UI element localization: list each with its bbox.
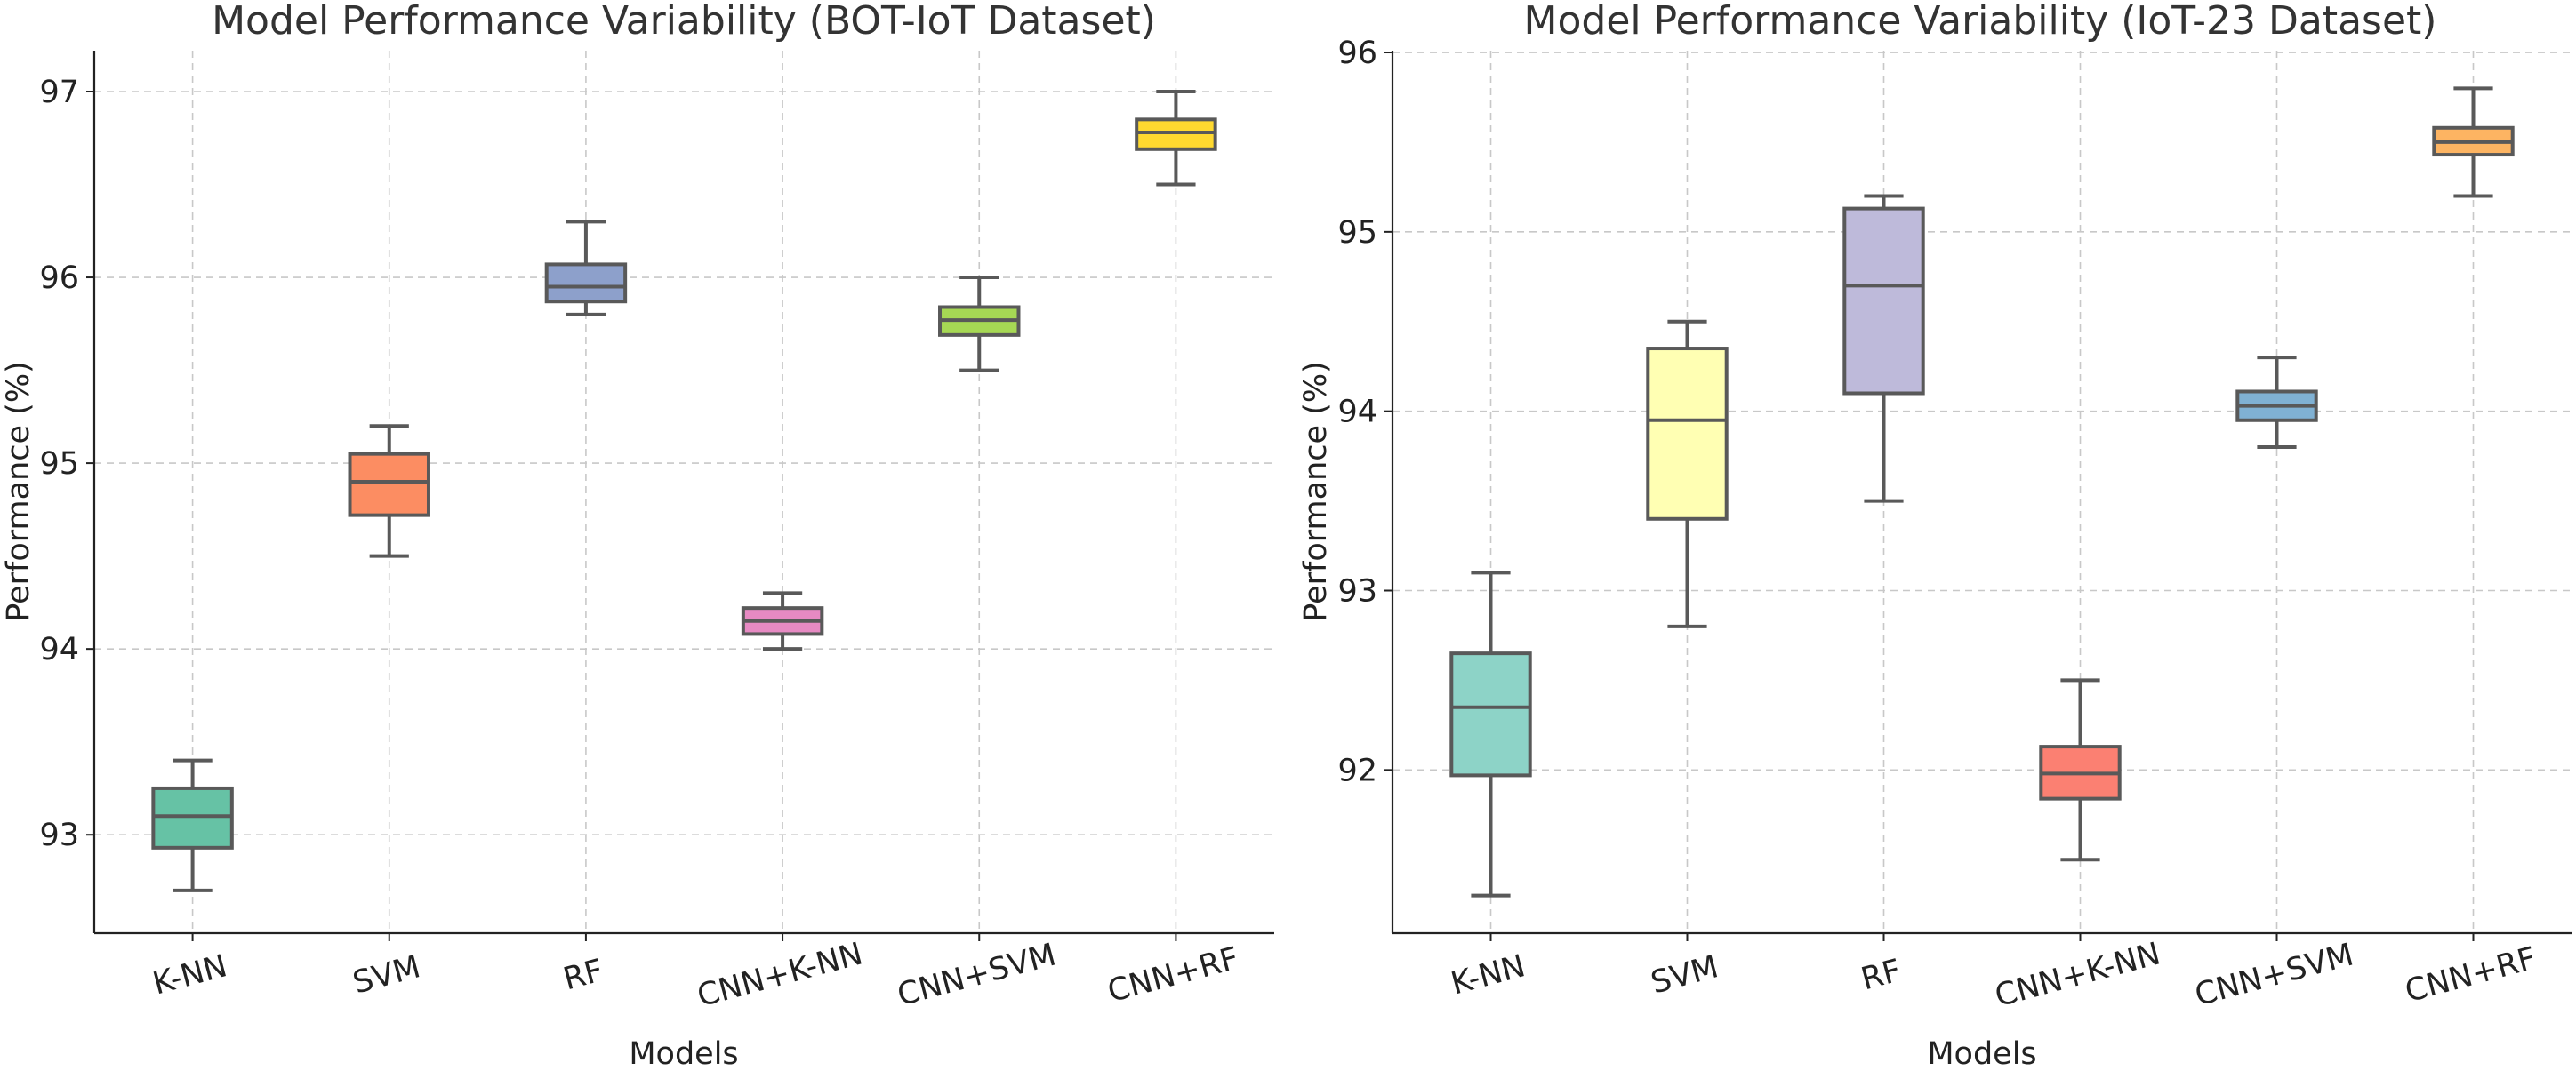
box-k-nn bbox=[1449, 571, 1532, 898]
y-tick-label: 92 bbox=[1337, 753, 1377, 788]
y-tick-label: 94 bbox=[39, 632, 79, 667]
chart-title-iot-23: Model Performance Variability (IoT-23 Da… bbox=[1524, 0, 2437, 44]
box-cnn-svm bbox=[2235, 356, 2318, 450]
x-axis-label-bot-iot: Models bbox=[629, 1036, 738, 1067]
x-axis-label-iot-23: Models bbox=[1927, 1036, 2036, 1067]
iqr-box bbox=[151, 786, 234, 850]
y-tick-label: 95 bbox=[1337, 215, 1377, 251]
y-tick-label: 95 bbox=[39, 446, 79, 482]
y-axis-label-iot-23: Performance (%) bbox=[1298, 361, 1334, 621]
box-cnn-svm bbox=[938, 276, 1021, 372]
y-tick-label: 93 bbox=[39, 818, 79, 853]
y-tick-label: 96 bbox=[1337, 36, 1377, 71]
box-k-nn bbox=[151, 758, 234, 892]
boxes-iot-23 bbox=[1449, 86, 2515, 898]
box-svm bbox=[1646, 319, 1729, 628]
y-tick-label: 96 bbox=[39, 260, 79, 296]
grid-iot-23 bbox=[1392, 51, 2572, 933]
box-rf bbox=[544, 220, 628, 316]
y-ticks-iot-23: 92 93 94 95 96 bbox=[1337, 36, 1392, 788]
box-cnn-rf bbox=[2432, 86, 2515, 198]
chart-title-bot-iot: Model Performance Variability (BOT-IoT D… bbox=[212, 0, 1156, 44]
bot-iot-panel: Model Performance Variability (BOT-IoT D… bbox=[1, 0, 1274, 1071]
boxes-bot-iot bbox=[151, 89, 1217, 892]
iqr-box bbox=[1449, 651, 1532, 778]
y-axis-label-bot-iot: Performance (%) bbox=[1, 361, 36, 621]
iqr-box bbox=[1646, 347, 1729, 521]
box-cnn-rf bbox=[1135, 89, 1217, 187]
iqr-box bbox=[544, 262, 628, 304]
box-svm bbox=[348, 424, 430, 558]
box-cnn-k-nn bbox=[741, 591, 824, 651]
y-tick-label: 94 bbox=[1337, 395, 1377, 430]
box-cnn-k-nn bbox=[2039, 678, 2122, 862]
y-ticks-bot-iot: 93 94 95 96 97 bbox=[39, 75, 94, 853]
y-tick-label: 93 bbox=[1337, 574, 1377, 610]
iqr-box bbox=[1135, 117, 1217, 151]
iqr-box bbox=[348, 452, 430, 517]
box-rf bbox=[1842, 194, 1925, 503]
y-tick-label: 97 bbox=[39, 75, 79, 110]
iqr-box bbox=[1842, 206, 1925, 396]
